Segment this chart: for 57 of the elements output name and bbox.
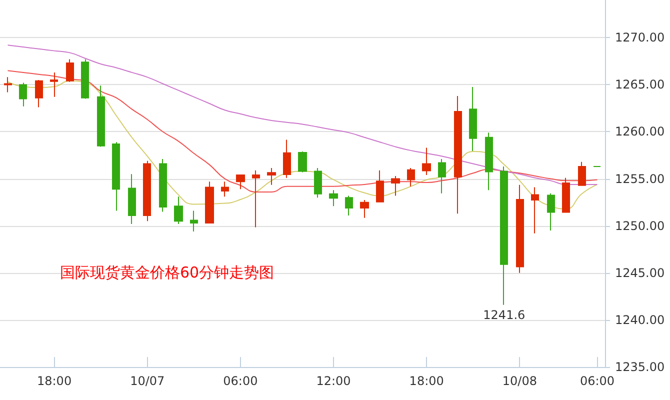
- candlestick: [35, 79, 43, 108]
- candlestick: [469, 86, 477, 152]
- candlestick: [531, 186, 539, 234]
- candlestick: [174, 196, 183, 224]
- y-tick-label: 1240.00: [615, 312, 665, 327]
- x-tick-label: 06:00: [223, 374, 258, 388]
- annotation: 1241.6: [483, 308, 526, 322]
- x-tick-label: 12:00: [316, 374, 351, 388]
- candlestick: [66, 58, 74, 82]
- candlestick: [485, 132, 493, 191]
- candlestick: [190, 210, 198, 232]
- candlestick: [500, 166, 508, 306]
- line-series: [7, 70, 598, 192]
- candlestick: [438, 158, 446, 194]
- candlestick: [252, 170, 260, 228]
- candlestick: [329, 190, 338, 207]
- x-tick-label: 10/07: [130, 374, 165, 388]
- x-tick-label: 18:00: [37, 374, 72, 388]
- candlestick: [376, 170, 384, 202]
- text: 国际现货黄金价格60分钟走势图: [60, 264, 274, 282]
- candlestick: [128, 174, 136, 224]
- candlestick: [97, 85, 105, 148]
- candlestick: [360, 199, 369, 218]
- candlestick: [267, 167, 276, 186]
- y-tick-label: 1265.00: [615, 78, 665, 92]
- candlestick: [391, 175, 400, 196]
- line-series: [7, 44, 598, 185]
- candlestick: [19, 82, 27, 107]
- candlestick: [547, 192, 555, 232]
- candlestick: [516, 184, 524, 274]
- candlestick: [454, 95, 462, 214]
- candlestick: [407, 167, 415, 187]
- y-tick-label: 1260.00: [615, 124, 665, 139]
- candlestick: [159, 158, 167, 212]
- y-tick-label: 1245.00: [615, 266, 665, 280]
- candlestick: [283, 139, 291, 178]
- candlestick: [422, 147, 431, 176]
- candlestick: [562, 177, 570, 214]
- x-tick-label: 18:00: [409, 374, 444, 388]
- y-tick-label: 1255.00: [615, 172, 665, 186]
- candlestick: [221, 181, 229, 198]
- y-tick-label: 1235.00: [615, 360, 665, 374]
- candlestick: [4, 76, 12, 93]
- candlestick: [81, 58, 89, 100]
- candlestick: [112, 142, 120, 212]
- candlestick: [205, 181, 214, 224]
- candlestick: [345, 195, 353, 216]
- x-tick-label: 10/08: [502, 374, 537, 388]
- x-tick-label: 06:00: [580, 374, 615, 388]
- candlestick: [143, 160, 151, 222]
- candlestick: [578, 161, 586, 186]
- candlestick: [314, 167, 322, 198]
- candlestick: [298, 151, 307, 173]
- y-tick-label: 1270.00: [615, 30, 665, 45]
- candlestick: [236, 174, 245, 190]
- candlestick: [50, 72, 58, 98]
- y-tick-label: 1250.00: [615, 218, 665, 233]
